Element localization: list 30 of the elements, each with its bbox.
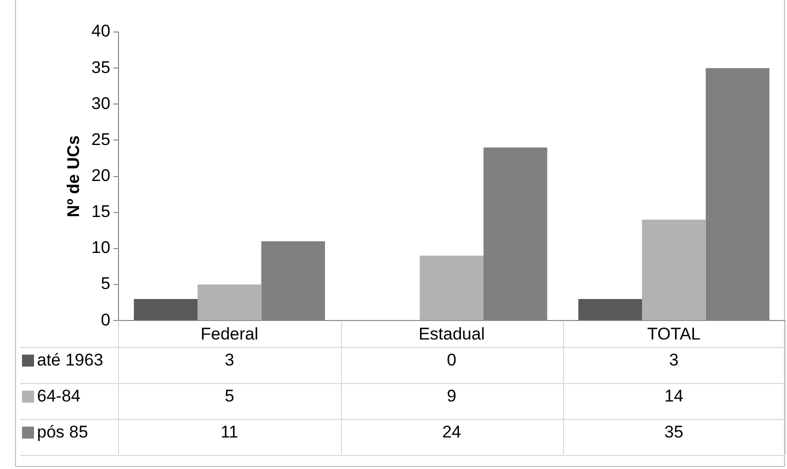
y-tick-label: 40 <box>91 22 110 41</box>
y-tick-label: 35 <box>91 58 110 77</box>
data-label: 5 <box>224 386 234 406</box>
y-tick-label: 25 <box>91 130 110 149</box>
data-label: 35 <box>664 422 684 442</box>
bar <box>134 298 198 320</box>
x-tick-label: TOTAL <box>647 324 700 344</box>
y-tick-label: 20 <box>91 166 110 185</box>
data-label: 9 <box>446 386 456 406</box>
x-tick-label: Federal <box>200 324 258 344</box>
x-tick-label: Estadual <box>418 324 485 344</box>
bar <box>578 298 642 320</box>
y-tick-label: 5 <box>100 274 110 294</box>
bar <box>420 256 484 320</box>
legend-label: pós 85 <box>37 422 88 442</box>
data-label: 14 <box>664 386 684 406</box>
data-label: 3 <box>669 350 679 370</box>
y-tick-label: 10 <box>91 238 110 258</box>
bar <box>642 220 706 320</box>
data-label: 24 <box>442 422 462 442</box>
legend-label: 64-84 <box>37 386 80 406</box>
data-label: 0 <box>446 350 456 370</box>
y-tick-label: 15 <box>91 202 110 222</box>
bar <box>198 284 262 320</box>
legend-label: até 1963 <box>37 350 104 370</box>
y-axis-title: Nº de UCs <box>64 135 83 218</box>
data-label: 3 <box>224 350 234 370</box>
data-label: 11 <box>220 422 238 442</box>
y-tick-label: 0 <box>100 310 110 330</box>
y-tick-label: 30 <box>91 94 110 113</box>
